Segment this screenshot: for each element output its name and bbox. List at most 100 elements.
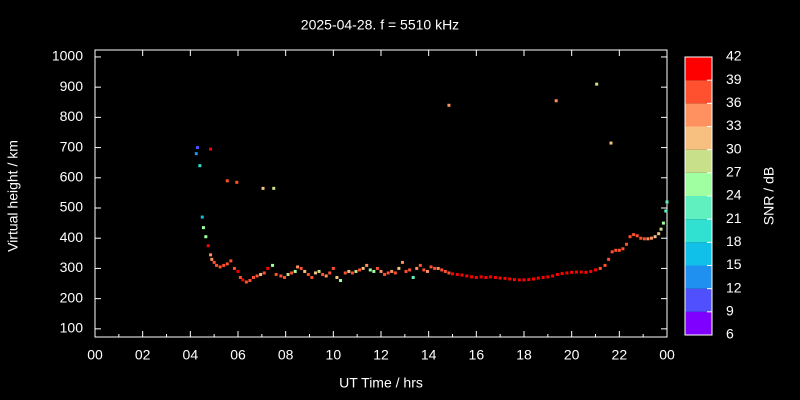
data-point — [595, 82, 599, 86]
data-point — [235, 180, 239, 184]
colorbar-band — [685, 311, 712, 335]
data-point — [474, 275, 478, 279]
colorbar-tick-label: 12 — [726, 279, 742, 295]
data-point — [498, 276, 502, 280]
chart-title: 2025-04-28. f = 5510 kHz — [301, 17, 459, 33]
data-point — [282, 275, 286, 279]
y-tick-label: 700 — [60, 138, 84, 154]
data-point — [279, 274, 283, 278]
y-tick-label: 400 — [60, 229, 84, 245]
x-tick-label: 04 — [183, 347, 199, 363]
data-point — [642, 237, 646, 241]
data-point — [313, 271, 317, 275]
data-point — [259, 272, 263, 276]
data-point — [635, 234, 639, 238]
data-point — [411, 275, 415, 279]
y-tick-label: 500 — [60, 199, 84, 215]
data-point — [418, 263, 422, 267]
x-tick-label: 14 — [421, 347, 437, 363]
colorbar-tick-label: 9 — [726, 303, 734, 319]
data-point — [489, 275, 493, 279]
data-point — [204, 235, 208, 239]
y-axis-label: Virtual height / km — [5, 140, 21, 252]
data-point — [215, 263, 219, 267]
data-point — [598, 266, 602, 270]
data-point — [262, 271, 266, 275]
data-point — [665, 200, 669, 204]
colorbar-band — [685, 103, 712, 127]
data-point — [286, 272, 290, 276]
data-point — [400, 260, 404, 264]
data-point — [198, 164, 202, 168]
data-point — [379, 269, 383, 273]
data-point — [347, 269, 351, 273]
colorbar-band — [685, 219, 712, 243]
data-point — [443, 269, 447, 273]
colorbar-band — [685, 288, 712, 312]
data-point — [386, 271, 390, 275]
data-point — [310, 275, 314, 279]
data-point — [225, 262, 229, 266]
plot-frame — [94, 49, 668, 338]
data-point — [617, 248, 621, 252]
data-point — [632, 233, 636, 237]
data-point — [350, 271, 354, 275]
data-point — [397, 266, 401, 270]
colorbar-tick-label: 30 — [726, 140, 742, 156]
data-point — [621, 247, 625, 251]
data-point — [429, 265, 433, 269]
data-point — [296, 265, 300, 269]
data-point — [659, 227, 663, 231]
x-tick-label: 22 — [612, 347, 628, 363]
data-point — [522, 278, 526, 282]
data-point — [383, 272, 387, 276]
data-point — [232, 266, 236, 270]
y-tick-label: 1000 — [52, 48, 83, 64]
x-axis-label: UT Time / hrs — [339, 375, 423, 391]
data-point — [368, 268, 372, 272]
x-tick-label: 16 — [469, 347, 485, 363]
data-point — [527, 278, 531, 282]
colorbar-tick-label: 39 — [726, 71, 742, 87]
data-point — [317, 269, 321, 273]
data-point — [479, 275, 483, 279]
data-point — [375, 266, 379, 270]
y-tick-label: 800 — [60, 108, 84, 124]
data-point — [425, 269, 429, 273]
data-point — [614, 248, 618, 252]
data-point — [266, 266, 270, 270]
data-point — [328, 271, 332, 275]
x-tick-label: 00 — [87, 347, 103, 363]
data-point — [236, 269, 240, 273]
data-point — [536, 276, 540, 280]
data-point — [493, 275, 497, 279]
data-point — [393, 271, 397, 275]
colorbar-band — [685, 172, 712, 196]
data-point — [365, 263, 369, 267]
data-point — [415, 266, 419, 270]
data-point — [584, 270, 588, 274]
data-point — [206, 244, 210, 248]
data-point — [512, 278, 516, 282]
data-point — [624, 242, 628, 246]
data-point — [465, 274, 469, 278]
x-tick-label: 08 — [278, 347, 294, 363]
y-tick-label: 900 — [60, 78, 84, 94]
data-point — [251, 275, 255, 279]
data-point — [255, 274, 259, 278]
data-point — [565, 271, 569, 275]
data-point — [422, 268, 426, 272]
data-point — [343, 271, 347, 275]
data-point — [555, 272, 559, 276]
data-point — [664, 209, 668, 213]
y-tick-label: 300 — [60, 259, 84, 275]
x-tick-label: 12 — [373, 347, 389, 363]
data-point — [440, 268, 444, 272]
colorbar-tick-label: 6 — [726, 326, 734, 342]
data-point — [560, 272, 564, 276]
data-point — [354, 269, 358, 273]
data-point — [570, 270, 574, 274]
data-point — [404, 269, 408, 273]
data-point — [271, 263, 275, 267]
